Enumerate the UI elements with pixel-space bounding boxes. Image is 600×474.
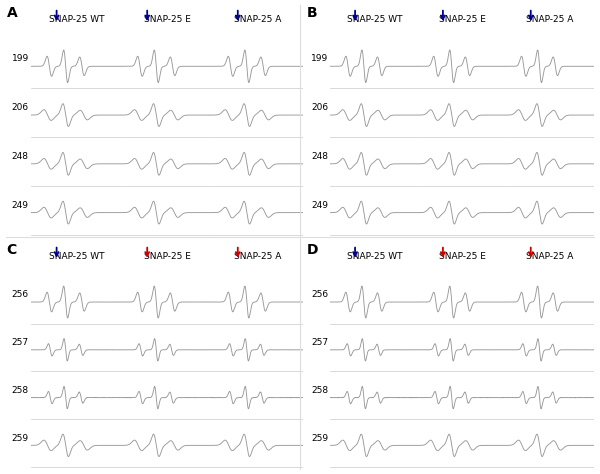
Text: 256: 256 (11, 291, 29, 300)
Text: SNAP-25 E: SNAP-25 E (439, 252, 485, 261)
Text: 249: 249 (311, 201, 328, 210)
Text: C: C (7, 243, 17, 257)
Text: SNAP-25 A: SNAP-25 A (234, 252, 281, 261)
Text: SNAP-25 A: SNAP-25 A (526, 15, 574, 24)
Text: D: D (307, 243, 318, 257)
Text: A: A (7, 6, 17, 20)
Text: 259: 259 (311, 434, 328, 443)
Text: 248: 248 (311, 152, 328, 161)
Text: SNAP-25 E: SNAP-25 E (143, 252, 191, 261)
Text: 199: 199 (311, 55, 328, 64)
Text: SNAP-25 WT: SNAP-25 WT (347, 15, 402, 24)
Text: SNAP-25 E: SNAP-25 E (439, 15, 485, 24)
Text: B: B (307, 6, 317, 20)
Text: SNAP-25 E: SNAP-25 E (143, 15, 191, 24)
Text: 258: 258 (11, 386, 29, 395)
Text: 206: 206 (11, 103, 29, 112)
Text: 248: 248 (12, 152, 29, 161)
Text: SNAP-25 WT: SNAP-25 WT (49, 15, 104, 24)
Text: SNAP-25 A: SNAP-25 A (526, 252, 574, 261)
Text: 257: 257 (311, 338, 328, 347)
Text: SNAP-25 A: SNAP-25 A (234, 15, 281, 24)
Text: 199: 199 (11, 55, 29, 64)
Text: 249: 249 (12, 201, 29, 210)
Text: 257: 257 (11, 338, 29, 347)
Text: 206: 206 (311, 103, 328, 112)
Text: 259: 259 (11, 434, 29, 443)
Text: 256: 256 (311, 291, 328, 300)
Text: 258: 258 (311, 386, 328, 395)
Text: SNAP-25 WT: SNAP-25 WT (49, 252, 104, 261)
Text: SNAP-25 WT: SNAP-25 WT (347, 252, 402, 261)
